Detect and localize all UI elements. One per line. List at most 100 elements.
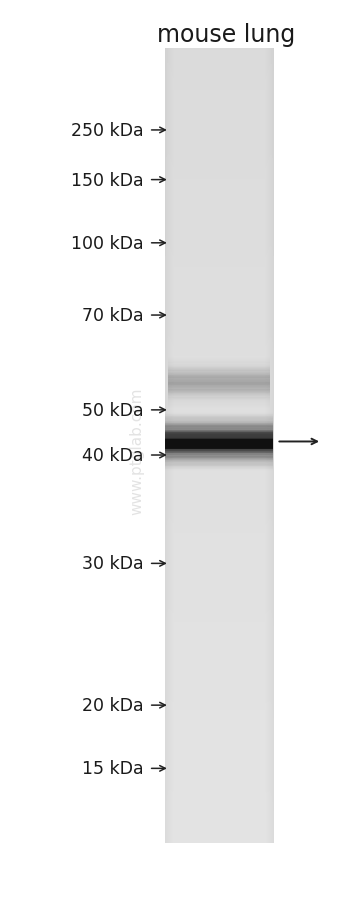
Bar [164, 449, 273, 455]
Bar [164, 437, 273, 443]
Bar [168, 373, 270, 380]
Bar [164, 414, 273, 419]
Text: 30 kDa: 30 kDa [82, 555, 144, 573]
Text: 70 kDa: 70 kDa [82, 307, 144, 325]
Bar [168, 391, 270, 398]
Bar [168, 390, 270, 396]
Bar [164, 464, 273, 469]
Bar [164, 431, 273, 437]
Text: 250 kDa: 250 kDa [71, 122, 144, 140]
Bar [164, 426, 273, 431]
Bar [164, 454, 273, 459]
Bar [164, 428, 273, 434]
Bar [164, 434, 273, 439]
Bar [164, 451, 273, 456]
Bar [164, 438, 273, 444]
Bar [164, 436, 273, 441]
Bar [164, 429, 273, 435]
Text: 150 kDa: 150 kDa [71, 171, 144, 189]
Bar [164, 453, 273, 458]
Bar [164, 423, 273, 428]
Bar [168, 391, 270, 397]
Bar [164, 442, 273, 447]
Bar [164, 420, 273, 426]
Bar [164, 465, 273, 470]
Bar [168, 378, 270, 384]
Bar [164, 459, 273, 465]
Bar [164, 425, 273, 430]
Bar [164, 432, 273, 437]
Bar [164, 450, 273, 456]
Bar [164, 425, 273, 430]
Bar [164, 422, 273, 428]
Bar [164, 419, 273, 424]
Bar [168, 370, 270, 376]
Bar [164, 413, 273, 419]
Text: 40 kDa: 40 kDa [82, 446, 144, 465]
Bar [164, 416, 273, 421]
Bar [168, 371, 270, 377]
Bar [168, 376, 270, 382]
Bar [164, 456, 273, 462]
Bar [164, 417, 273, 422]
Bar [168, 363, 270, 369]
Bar [164, 465, 273, 470]
Bar [164, 428, 273, 433]
Bar [164, 418, 273, 423]
Bar [164, 421, 273, 427]
Bar [168, 399, 270, 405]
Bar [164, 463, 273, 468]
Bar [164, 439, 273, 445]
Bar [164, 447, 273, 453]
Bar [164, 466, 273, 472]
Bar [164, 448, 273, 454]
Bar [168, 374, 270, 381]
Bar [164, 452, 273, 457]
Bar [164, 458, 273, 464]
Bar [164, 445, 273, 450]
Bar [164, 430, 273, 436]
Bar [164, 446, 273, 451]
Bar [168, 395, 270, 401]
Bar [164, 459, 273, 465]
Bar [164, 417, 273, 422]
Bar [168, 362, 270, 368]
Bar [164, 434, 273, 439]
Bar [164, 465, 273, 471]
Bar [164, 415, 273, 420]
Bar [168, 368, 270, 374]
Text: www.ptglab.com: www.ptglab.com [129, 387, 144, 515]
Bar [164, 412, 273, 418]
Bar [164, 440, 273, 446]
Bar [164, 457, 273, 463]
Bar [164, 424, 273, 429]
Bar [164, 427, 273, 432]
Bar [164, 443, 273, 448]
Bar [168, 387, 270, 393]
Bar [168, 366, 270, 373]
Bar [164, 441, 273, 446]
Bar [164, 428, 273, 433]
Bar [164, 455, 273, 460]
Bar [168, 357, 270, 364]
Bar [164, 444, 273, 449]
Bar [168, 381, 270, 387]
Bar [168, 365, 270, 372]
Bar [164, 419, 273, 425]
Bar [164, 437, 273, 442]
Bar [164, 414, 273, 419]
Bar [168, 358, 270, 364]
Bar [164, 433, 273, 438]
Bar [164, 422, 273, 428]
Text: mouse lung: mouse lung [157, 23, 295, 47]
Text: 50 kDa: 50 kDa [82, 401, 144, 419]
Bar [168, 361, 270, 367]
Bar [164, 454, 273, 459]
Bar [164, 456, 273, 461]
Bar [168, 385, 270, 391]
Bar [168, 379, 270, 385]
Bar [168, 383, 270, 390]
Bar [164, 447, 273, 453]
Bar [164, 451, 273, 456]
Bar [164, 431, 273, 437]
